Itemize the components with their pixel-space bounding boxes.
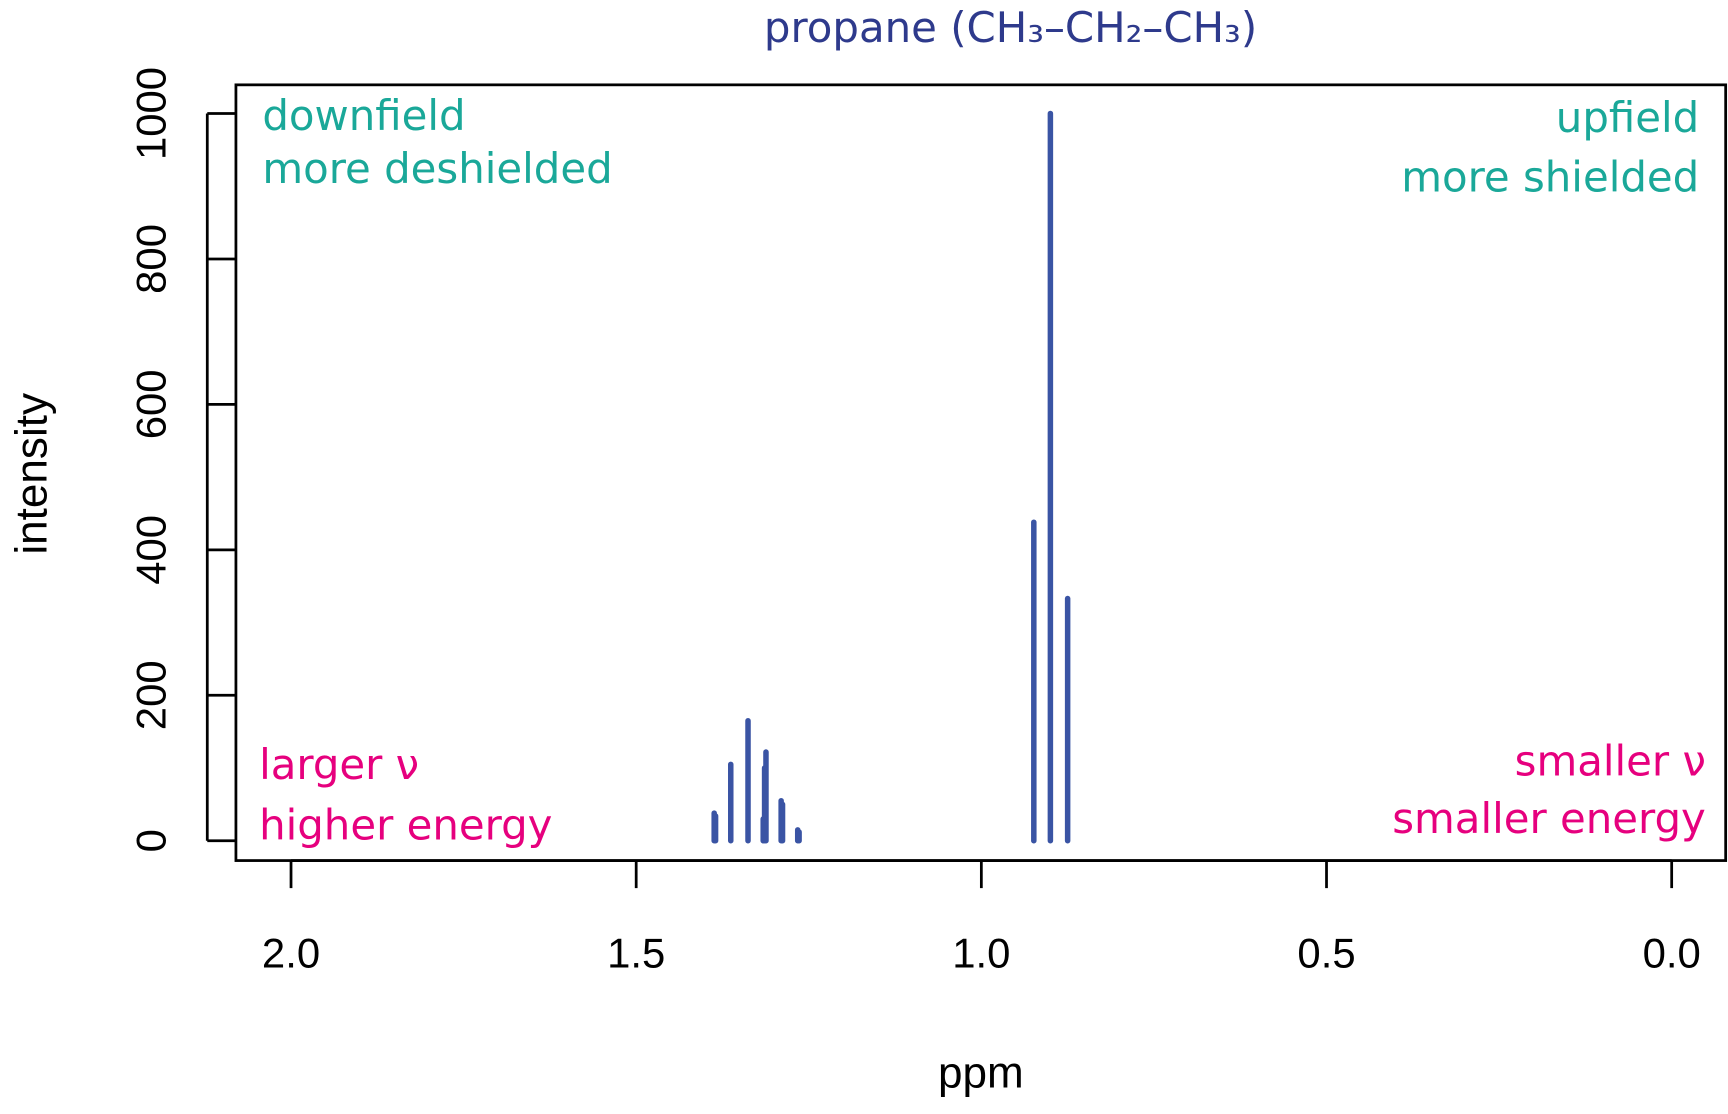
y-tick-label: 400 [127, 515, 174, 585]
annotation-larger-nu: larger ν [259, 740, 419, 789]
annotation-higher-energy: higher energy [259, 801, 552, 850]
annotation-smaller-energy: smaller energy [1392, 794, 1706, 843]
y-tick-label: 600 [127, 369, 174, 439]
annotation-smaller-nu: smaller ν [1515, 737, 1706, 786]
annotation-downfield: downfield [262, 91, 465, 140]
x-tick-label: 0.0 [1643, 929, 1701, 976]
annotation-more-shielded: more shielded [1401, 153, 1699, 202]
peaks [711, 110, 1071, 844]
x-tick-label: 0.5 [1297, 929, 1355, 976]
x-tick-label: 2.0 [262, 929, 320, 976]
y-tick-label: 0 [127, 829, 174, 852]
y-tick-label: 1000 [127, 67, 174, 160]
y-axis-label: intensity [7, 393, 56, 555]
y-axis: 0 200 400 600 800 1000 [127, 67, 236, 852]
y-tick-label: 800 [127, 224, 174, 294]
x-tick-label: 1.0 [952, 929, 1010, 976]
x-tick-label: 1.5 [607, 929, 665, 976]
chart-title: propane (CH₃–CH₂–CH₃) [764, 3, 1257, 52]
x-axis: 2.0 1.5 1.0 0.5 0.0 [262, 859, 1701, 976]
annotation-more-deshielded: more deshielded [262, 144, 612, 193]
annotation-upfield: upfield [1556, 93, 1699, 142]
y-tick-label: 200 [127, 660, 174, 730]
x-axis-label: ppm [938, 1049, 1024, 1098]
